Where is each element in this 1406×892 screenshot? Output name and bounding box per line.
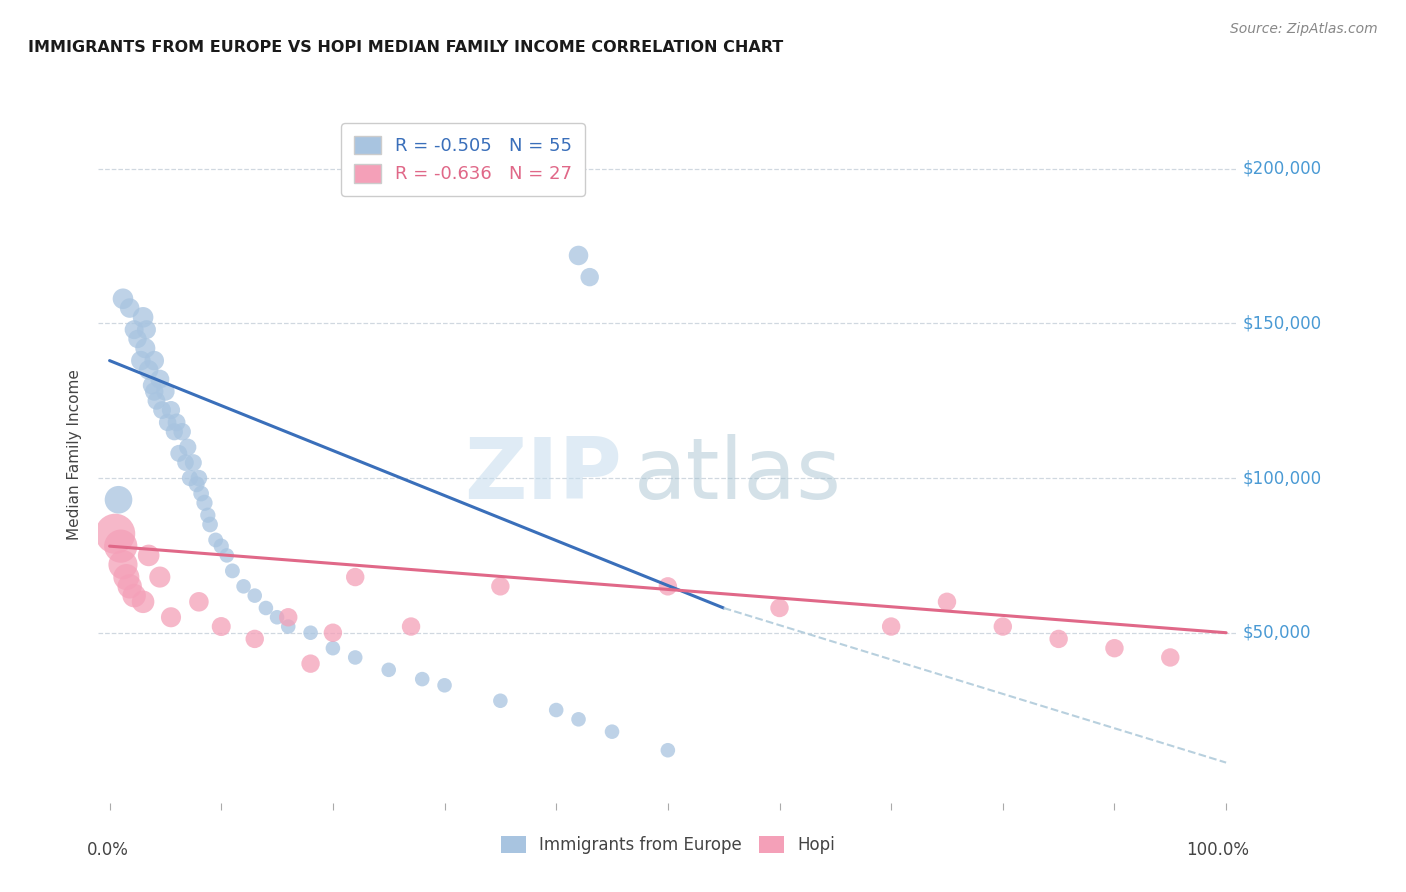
Point <box>204 533 226 547</box>
Text: $150,000: $150,000 <box>1243 315 1322 333</box>
Point <box>299 625 322 640</box>
Point <box>243 589 266 603</box>
Point <box>193 496 215 510</box>
Point <box>567 712 589 726</box>
Point <box>187 595 209 609</box>
Point <box>167 446 190 460</box>
Text: 100.0%: 100.0% <box>1185 841 1249 859</box>
Point <box>433 678 456 692</box>
Point <box>266 610 288 624</box>
Point <box>145 393 167 408</box>
Point <box>172 425 194 439</box>
Point <box>149 372 172 386</box>
Point <box>277 610 299 624</box>
Point <box>1159 650 1181 665</box>
Point <box>177 440 200 454</box>
Point <box>198 517 221 532</box>
Point <box>134 341 156 355</box>
Point <box>115 570 138 584</box>
Text: atlas: atlas <box>634 434 842 517</box>
Point <box>132 310 155 325</box>
Point <box>156 416 179 430</box>
Point <box>183 456 205 470</box>
Point <box>277 619 299 633</box>
Point <box>411 672 433 686</box>
Point <box>567 248 589 262</box>
Point <box>179 471 201 485</box>
Point <box>299 657 322 671</box>
Point <box>163 425 186 439</box>
Point <box>149 570 172 584</box>
Point <box>129 353 152 368</box>
Point <box>399 619 422 633</box>
Point <box>657 743 679 757</box>
Point <box>243 632 266 646</box>
Point <box>936 595 959 609</box>
Point <box>1104 641 1126 656</box>
Point <box>1047 632 1070 646</box>
Point <box>138 549 160 563</box>
Point <box>546 703 568 717</box>
Point <box>215 549 238 563</box>
Point <box>143 384 166 399</box>
Point <box>127 332 149 346</box>
Point <box>186 477 208 491</box>
Point <box>657 579 679 593</box>
Point <box>600 724 623 739</box>
Point <box>118 301 141 315</box>
Point <box>322 641 344 656</box>
Point <box>768 601 790 615</box>
Point <box>187 471 209 485</box>
Point <box>122 589 145 603</box>
Point <box>143 353 166 368</box>
Text: $200,000: $200,000 <box>1243 160 1322 178</box>
Point <box>174 456 197 470</box>
Point <box>489 579 512 593</box>
Text: 0.0%: 0.0% <box>87 841 129 859</box>
Point <box>160 610 183 624</box>
Point <box>104 526 127 541</box>
Text: IMMIGRANTS FROM EUROPE VS HOPI MEDIAN FAMILY INCOME CORRELATION CHART: IMMIGRANTS FROM EUROPE VS HOPI MEDIAN FA… <box>28 40 783 55</box>
Point <box>111 292 134 306</box>
Point <box>254 601 277 615</box>
Point <box>344 650 367 665</box>
Point <box>155 384 177 399</box>
Point <box>221 564 243 578</box>
Point <box>190 486 212 500</box>
Text: Source: ZipAtlas.com: Source: ZipAtlas.com <box>1230 22 1378 37</box>
Point <box>111 558 134 572</box>
Point <box>118 579 141 593</box>
Legend: Immigrants from Europe, Hopi: Immigrants from Europe, Hopi <box>495 829 841 861</box>
Point <box>322 625 344 640</box>
Point <box>122 323 145 337</box>
Point <box>880 619 903 633</box>
Point <box>578 270 600 285</box>
Text: $50,000: $50,000 <box>1243 624 1312 641</box>
Text: ZIP: ZIP <box>464 434 623 517</box>
Point <box>232 579 254 593</box>
Point <box>377 663 399 677</box>
Point <box>138 363 160 377</box>
Text: $100,000: $100,000 <box>1243 469 1322 487</box>
Point <box>110 539 132 553</box>
Point <box>344 570 367 584</box>
Point <box>141 378 163 392</box>
Y-axis label: Median Family Income: Median Family Income <box>67 369 83 541</box>
Point <box>132 595 155 609</box>
Point <box>209 539 232 553</box>
Point <box>150 403 173 417</box>
Point <box>209 619 232 633</box>
Point <box>166 416 188 430</box>
Point <box>135 323 157 337</box>
Point <box>991 619 1014 633</box>
Point <box>160 403 183 417</box>
Point <box>107 492 129 507</box>
Point <box>197 508 219 523</box>
Point <box>489 694 512 708</box>
